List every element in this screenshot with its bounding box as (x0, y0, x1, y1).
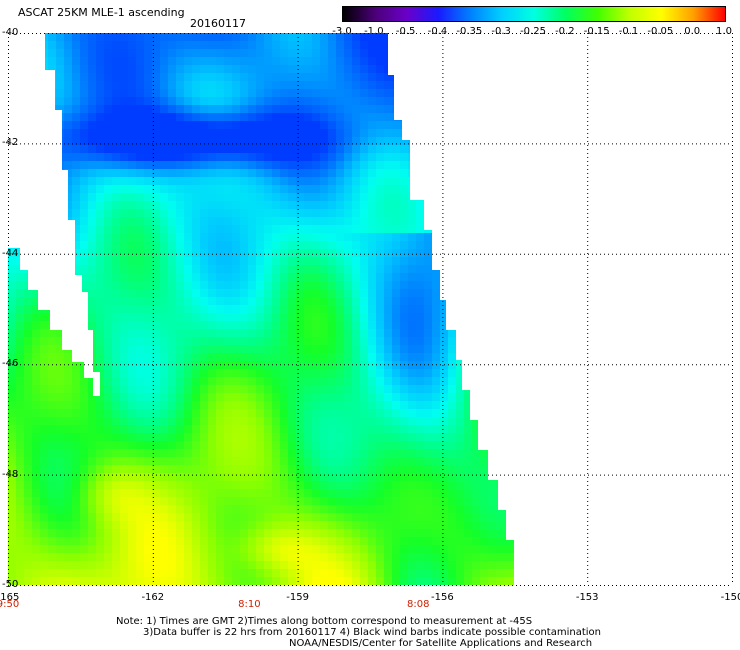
colorbar-tick-label: -0.3 (491, 26, 511, 37)
time-label: 8:08 (407, 599, 430, 610)
colorbar-tick-label: -0.05 (647, 26, 674, 37)
colorbar-tick-label: -0.5 (395, 26, 416, 37)
map-title: ASCAT 25KM MLE-1 ascending (18, 6, 185, 19)
colorbar-tick-label: 1.0 (716, 26, 732, 37)
colorbar-tick-label: -0.15 (583, 26, 610, 37)
colorbar-tick-label: -0.4 (427, 26, 448, 37)
time-label: 8:10 (238, 599, 261, 610)
latitude-label: -48 (2, 468, 19, 480)
time-label: 9:50 (0, 599, 20, 610)
map-date: 20160117 (190, 17, 246, 30)
latitude-label: -50 (2, 579, 19, 590)
longitude-label: -153 (575, 592, 599, 603)
colorbar-tick-label: -0.1 (618, 26, 639, 37)
longitude-label: -150 (720, 592, 740, 603)
longitude-label: -156 (431, 592, 454, 603)
longitude-label: -165 (0, 592, 20, 603)
longitude-label: -159 (286, 592, 309, 603)
colorbar-tick-label: -0.2 (555, 26, 575, 37)
latitude-label: -40 (2, 27, 19, 38)
latitude-label: -46 (2, 358, 19, 370)
graticule (8, 33, 733, 586)
colorbar-tick-label: -3.0 (332, 26, 352, 37)
swath-field (8, 33, 514, 585)
colorbar-tick-label: -1.0 (364, 26, 384, 37)
colorbar-tick-label: -0.25 (520, 26, 546, 37)
footer-note-2: 3)Data buffer is 22 hrs from 20160117 4)… (143, 627, 601, 638)
colorbar-tick-label: 0.0 (684, 26, 701, 37)
footer-credit: NOAA/NESDIS/Center for Satellite Applica… (289, 638, 593, 649)
footer-note-1: Note: 1) Times are GMT 2)Times along bot… (116, 616, 533, 627)
colorbar (342, 6, 726, 22)
latitude-label: -42 (2, 137, 19, 149)
latitude-label: -44 (2, 247, 19, 259)
longitude-label: -162 (141, 592, 165, 603)
colorbar-tick-label: -0.35 (456, 26, 483, 37)
